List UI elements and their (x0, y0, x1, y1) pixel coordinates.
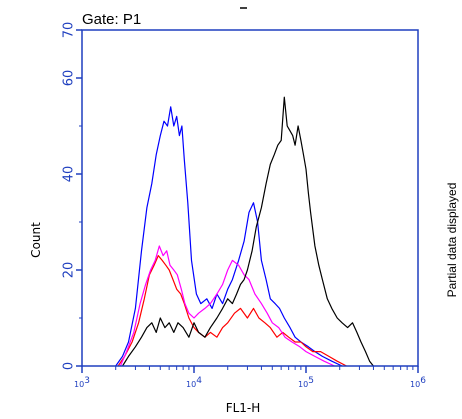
x-tick-label: 104 (186, 376, 202, 389)
side-note: Partial data displayed (445, 183, 459, 298)
y-tick-label: 40 (62, 166, 77, 183)
x-axis: 103 104 105 106 (74, 366, 426, 389)
series-line-1 (115, 106, 343, 367)
gate-label: Gate: P1 (82, 11, 141, 28)
series-line-3 (119, 245, 335, 367)
series-layer (115, 96, 374, 367)
series-line-4 (121, 96, 374, 367)
y-tick-label: 20 (62, 262, 77, 279)
series-line-2 (117, 255, 347, 367)
x-tick-label: 106 (410, 376, 426, 389)
y-axis-title: Count (29, 222, 43, 258)
x-axis-title: FL1-H (226, 401, 261, 415)
plot-frame (81, 29, 419, 367)
y-tick-label: 0 (62, 362, 77, 370)
y-axis: 0 20 40 60 70 (62, 22, 82, 370)
x-tick-label: 103 (74, 376, 90, 389)
y-tick-label: 70 (62, 22, 77, 39)
x-tick-label: 105 (298, 376, 314, 389)
y-tick-label: 60 (62, 70, 77, 87)
